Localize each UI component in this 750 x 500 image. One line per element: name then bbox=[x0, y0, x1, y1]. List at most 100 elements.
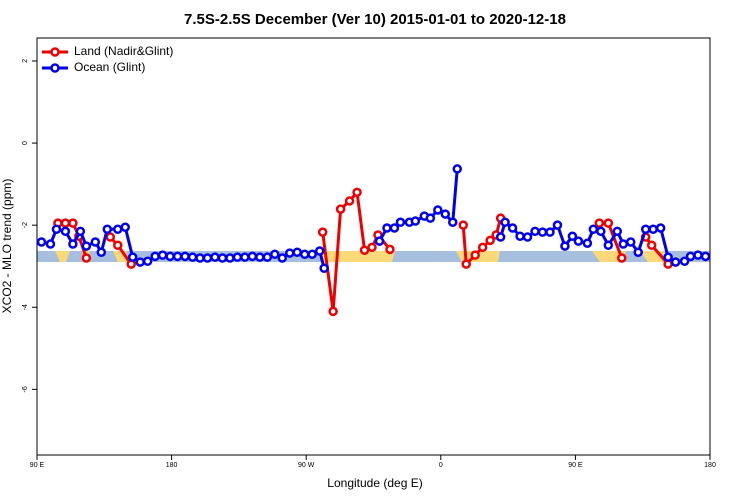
x-tick-label: 180 bbox=[704, 462, 716, 469]
y-tick-label: 2 bbox=[22, 59, 29, 63]
x-tick-label: 90 E bbox=[568, 462, 583, 469]
x-tick-label: 90 W bbox=[298, 462, 315, 469]
series-point bbox=[105, 232, 116, 242]
series-point bbox=[45, 239, 56, 249]
land-band bbox=[55, 251, 70, 262]
series-point bbox=[625, 237, 636, 247]
series-point bbox=[202, 253, 213, 263]
series-point bbox=[646, 240, 657, 251]
series-point bbox=[292, 247, 302, 257]
series-point bbox=[90, 237, 101, 247]
series-point bbox=[560, 241, 570, 251]
series-point bbox=[120, 222, 130, 232]
series-point bbox=[270, 249, 280, 260]
series-point bbox=[232, 252, 243, 262]
series-point bbox=[603, 218, 614, 228]
series-point bbox=[367, 242, 377, 253]
series-point bbox=[663, 252, 673, 262]
series-point bbox=[452, 164, 463, 174]
series-point bbox=[60, 226, 71, 237]
series-point bbox=[127, 252, 138, 262]
series-point bbox=[477, 242, 488, 253]
series-point bbox=[470, 250, 480, 260]
series-point bbox=[545, 227, 555, 237]
series-point bbox=[142, 256, 153, 267]
series-point bbox=[582, 238, 593, 248]
series-point bbox=[382, 223, 392, 233]
series-point bbox=[617, 253, 627, 263]
series-point bbox=[588, 224, 599, 235]
series-point bbox=[603, 240, 614, 251]
y-axis-label: XCO2 - MLO trend (ppm) bbox=[0, 179, 14, 314]
series-point bbox=[700, 251, 711, 262]
series-point bbox=[165, 251, 175, 262]
series-point bbox=[612, 226, 623, 237]
x-tick-label: 90 E bbox=[30, 462, 45, 469]
series-point bbox=[317, 227, 328, 237]
series-point bbox=[51, 224, 62, 235]
series-point bbox=[352, 187, 362, 198]
series-point bbox=[247, 251, 258, 262]
series-point bbox=[335, 204, 346, 214]
series-point bbox=[633, 247, 643, 257]
series-point bbox=[530, 226, 540, 237]
legend-marker bbox=[50, 63, 60, 73]
legend-marker bbox=[50, 47, 60, 57]
series-point bbox=[433, 205, 443, 215]
series-point bbox=[410, 216, 421, 226]
series-point bbox=[655, 223, 666, 233]
x-axis-label: Longitude (deg E) bbox=[327, 476, 422, 490]
series-point bbox=[277, 253, 288, 263]
series-point bbox=[596, 226, 606, 237]
series-point bbox=[594, 218, 605, 228]
y-tick-label: -2 bbox=[22, 222, 29, 228]
series-point bbox=[307, 249, 317, 260]
series-point bbox=[395, 217, 406, 228]
series-point bbox=[552, 220, 563, 230]
legend-label: Ocean (Glint) bbox=[74, 60, 145, 74]
series-point bbox=[75, 226, 86, 237]
series-point bbox=[573, 236, 584, 246]
series-point bbox=[385, 244, 395, 255]
series-point bbox=[157, 250, 168, 260]
series-point bbox=[693, 250, 703, 260]
series-point bbox=[425, 213, 436, 223]
series-point bbox=[319, 263, 329, 274]
series-point bbox=[448, 217, 458, 228]
series-point bbox=[328, 306, 338, 317]
series-point bbox=[458, 220, 468, 230]
series-point bbox=[299, 249, 310, 260]
series-point bbox=[36, 237, 47, 247]
series-point bbox=[81, 253, 92, 263]
series-point bbox=[81, 241, 92, 251]
series-point bbox=[640, 224, 651, 235]
series-point bbox=[685, 251, 696, 262]
series-point bbox=[255, 252, 265, 262]
series-point bbox=[113, 224, 123, 235]
x-tick-label: 0 bbox=[439, 462, 443, 469]
series-point bbox=[679, 256, 690, 267]
series-point bbox=[485, 235, 495, 246]
chart-title: 7.5S-2.5S December (Ver 10) 2015-01-01 t… bbox=[184, 11, 566, 28]
series-point bbox=[507, 223, 518, 233]
series-point bbox=[96, 247, 107, 257]
series-point bbox=[500, 217, 510, 228]
series-point bbox=[262, 252, 273, 262]
series-point bbox=[135, 257, 145, 267]
series-point bbox=[515, 231, 525, 241]
series-point bbox=[217, 253, 228, 263]
series-point bbox=[537, 227, 548, 237]
series-point bbox=[670, 257, 681, 267]
series-point bbox=[522, 232, 533, 242]
series-point bbox=[68, 239, 78, 249]
series-point bbox=[440, 209, 451, 219]
series-point bbox=[150, 251, 160, 262]
series-point bbox=[180, 251, 190, 262]
series-point bbox=[314, 246, 325, 256]
legend-label: Land (Nadir&Glint) bbox=[74, 44, 173, 58]
series-point bbox=[60, 218, 71, 228]
series-point bbox=[648, 224, 658, 235]
series-point bbox=[495, 232, 506, 242]
series-point bbox=[113, 240, 123, 251]
